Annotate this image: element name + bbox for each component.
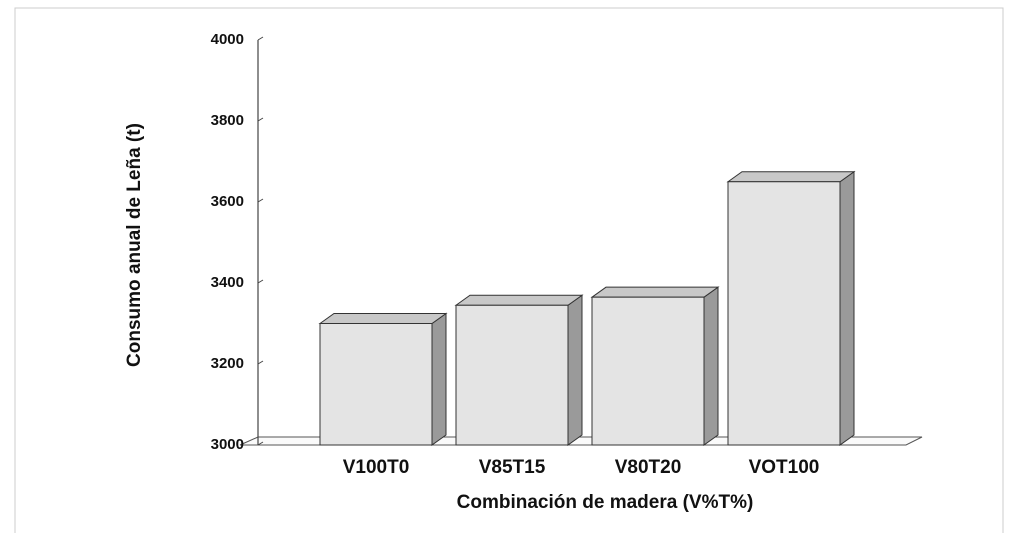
tick-mark [257, 360, 264, 365]
bar-front [727, 181, 841, 446]
y-tick-label: 3600 [211, 193, 244, 210]
y-tick-label: 3400 [211, 274, 244, 291]
x-tick-label: V100T0 [343, 457, 410, 478]
y-axis-title: Consumo anual de Leña (t) [124, 123, 145, 367]
bar-side [567, 294, 583, 446]
bar-top [726, 171, 856, 183]
bar [726, 170, 856, 446]
bar-top [454, 294, 584, 306]
bar-front [455, 304, 569, 446]
tick-mark [257, 441, 264, 446]
y-tick-label: 3200 [211, 355, 244, 372]
bar-front [319, 323, 433, 446]
x-tick-label: VOT100 [749, 457, 820, 478]
frame [14, 7, 1004, 533]
y-tick-label: 3000 [211, 436, 244, 453]
tick-mark [257, 198, 264, 203]
x-tick-label: V80T20 [615, 457, 682, 478]
tick-mark [257, 36, 264, 41]
y-tick-label: 4000 [211, 31, 244, 48]
bar [318, 312, 448, 446]
bar [454, 294, 584, 446]
x-axis-title: Combinación de madera (V%T%) [457, 492, 754, 513]
y-tick-label: 3800 [211, 112, 244, 129]
bar-side [703, 286, 719, 446]
bar-side [431, 312, 447, 446]
bar-front [591, 296, 705, 446]
bar [590, 286, 720, 446]
bar-side [839, 170, 855, 446]
tick-mark [257, 279, 264, 284]
bar-top [590, 286, 720, 298]
tick-mark [257, 117, 264, 122]
bar-top [318, 313, 448, 324]
x-tick-label: V85T15 [479, 457, 546, 478]
